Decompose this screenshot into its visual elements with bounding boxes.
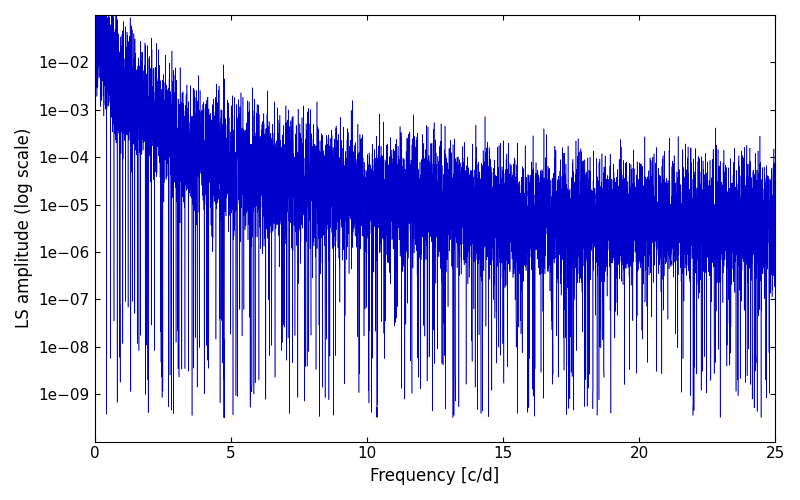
Y-axis label: LS amplitude (log scale): LS amplitude (log scale) — [15, 128, 33, 328]
X-axis label: Frequency [c/d]: Frequency [c/d] — [370, 467, 500, 485]
